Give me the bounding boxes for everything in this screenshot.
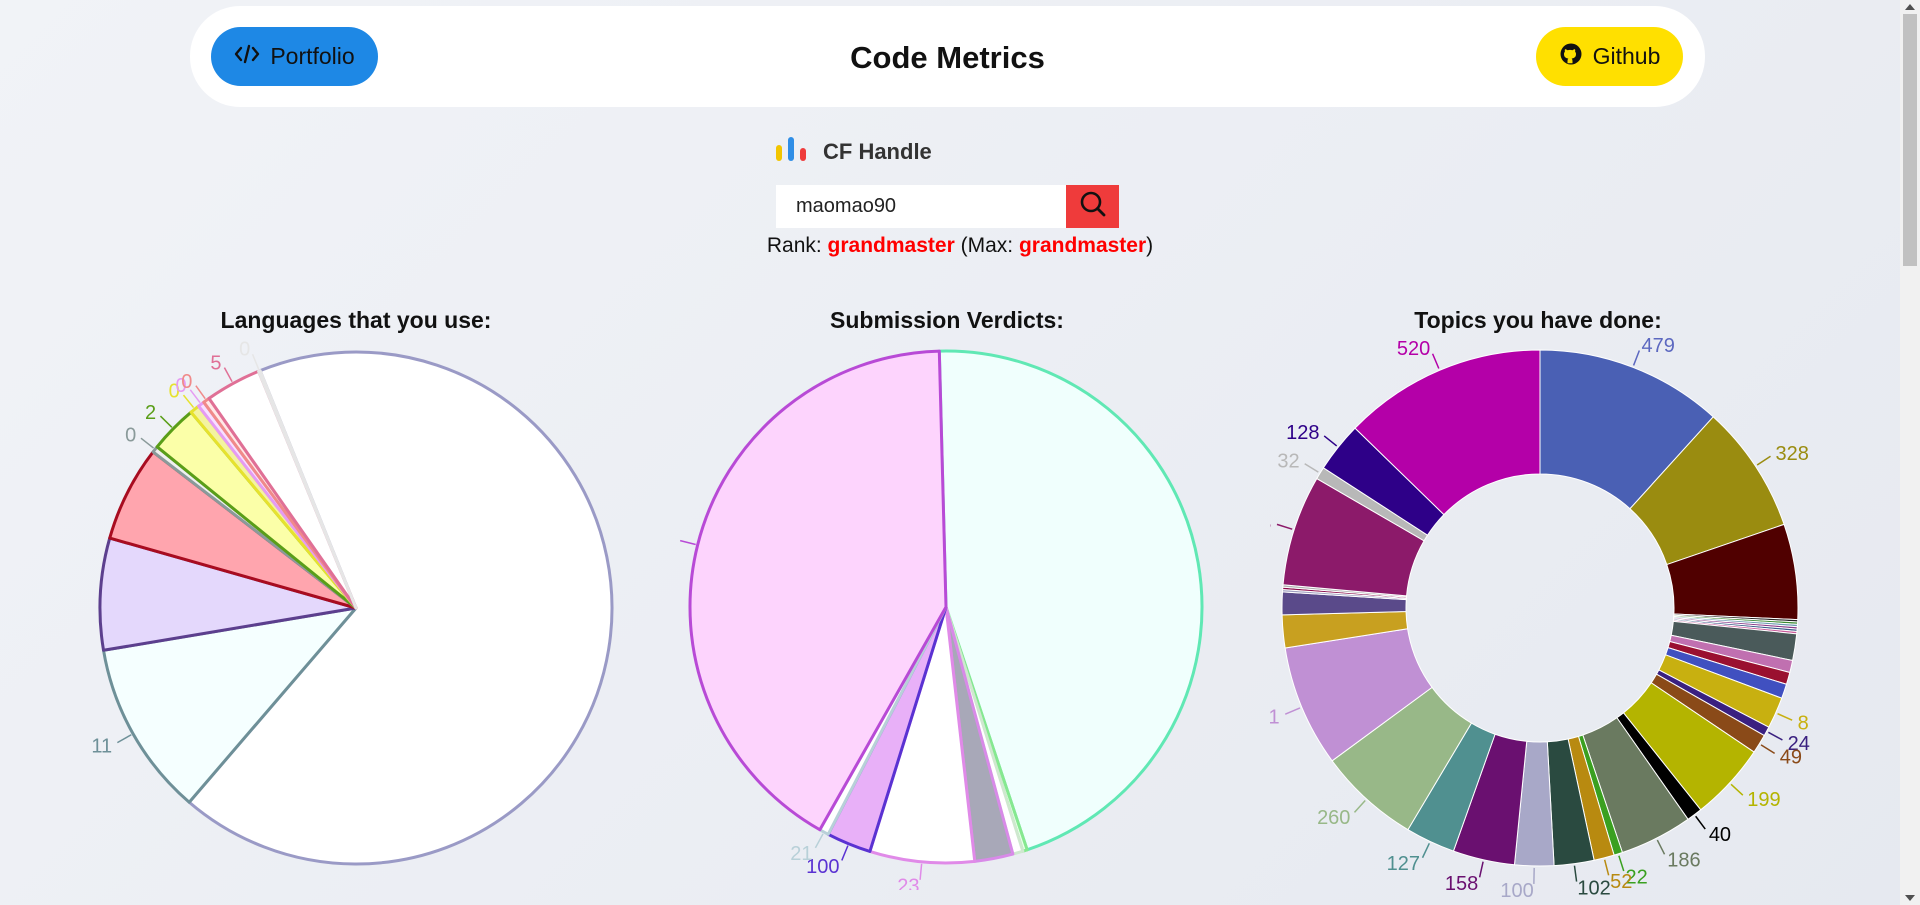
lang-leader-8 [195, 385, 206, 400]
topic-leader-34 [1323, 435, 1338, 447]
scroll-down-icon[interactable] [1905, 895, 1915, 901]
rank-line: Rank: grandmaster (Max: grandmaster) [0, 234, 1920, 258]
topic-leader-21 [1573, 865, 1578, 882]
topic-leader-24 [1421, 842, 1431, 859]
topic-label-1: 328 [1776, 443, 1809, 465]
lang-slice-0[interactable] [187, 350, 614, 866]
topic-label-18: 186 [1667, 850, 1700, 872]
topic-label-0: 479 [1642, 335, 1675, 357]
lang-leader-7 [189, 389, 201, 403]
topic-label-19: 22 [1626, 867, 1648, 889]
topics-chart-title: Topics you have done: [1414, 307, 1662, 333]
rank-suffix: ) [1146, 234, 1154, 257]
portfolio-label: Portfolio [270, 43, 355, 69]
topic-label-16: 199 [1747, 789, 1780, 811]
search-button[interactable] [1066, 185, 1119, 228]
topic-leader-13 [1777, 712, 1793, 721]
lang-label-5: 2 [145, 402, 156, 424]
rank-prefix: Rank: [766, 234, 828, 257]
verdict-label-4: 23 [897, 876, 919, 890]
verdict-leader-7 [680, 539, 696, 546]
lang-label-6: 0 [169, 380, 180, 402]
topic-label-23: 158 [1445, 873, 1478, 895]
topic-label-21: 102 [1577, 878, 1610, 900]
topic-leader-15 [1760, 744, 1776, 754]
lang-leader-5 [159, 415, 173, 428]
topic-label-17: 40 [1709, 824, 1731, 846]
search-icon [1078, 189, 1108, 224]
github-icon [1559, 42, 1583, 72]
topic-label-20: 52 [1610, 871, 1632, 893]
topic-label-32: 3 [1270, 513, 1271, 535]
lang-slice-2[interactable] [98, 536, 358, 652]
bar-chart-icon [775, 136, 809, 167]
scroll-thumb[interactable] [1903, 14, 1917, 266]
github-label: Github [1592, 43, 1661, 69]
rank-max: grandmaster [1018, 234, 1147, 257]
topic-label-35: 520 [1397, 338, 1430, 360]
topic-leader-18 [1656, 839, 1666, 855]
handle-label: CF Handle [823, 138, 932, 164]
topic-leader-26 [1284, 707, 1301, 715]
topic-leader-16 [1730, 783, 1744, 796]
navbar: Portfolio Code Metrics Github [190, 6, 1705, 107]
topic-slice-35[interactable] [1354, 349, 1541, 516]
topic-label-14: 24 [1788, 733, 1810, 755]
topic-leader-32 [1276, 523, 1293, 530]
topics-donut-chart: 4793288244919940186225210210015812726031… [1270, 335, 1810, 902]
lang-label-1: 11 [91, 736, 112, 758]
lang-leader-4 [140, 437, 154, 449]
topic-label-15: 49 [1780, 747, 1802, 769]
topic-label-25: 260 [1317, 807, 1350, 829]
verdict-label-6: 21 [790, 843, 812, 865]
topic-leader-23 [1478, 861, 1484, 878]
rank-current: grandmaster [827, 234, 955, 257]
topic-leader-1 [1756, 455, 1771, 466]
topic-leader-19 [1618, 855, 1625, 872]
verdict-leader-6 [814, 833, 824, 849]
scrollbar[interactable] [1900, 0, 1920, 905]
verdicts-pie-chart: 23100211474 [680, 349, 1204, 890]
lang-label-7: 0 [176, 375, 187, 397]
verdicts-chart-title: Submission Verdicts: [830, 307, 1064, 333]
lang-slice-1[interactable] [102, 606, 358, 804]
topic-leader-0 [1632, 350, 1641, 366]
scroll-up-icon[interactable] [1905, 4, 1915, 10]
topic-leader-35 [1431, 353, 1440, 369]
topic-label-13: 8 [1798, 713, 1809, 735]
topic-leader-33 [1304, 463, 1319, 473]
code-icon [234, 43, 260, 71]
lang-leader-9 [223, 367, 233, 383]
topic-leader-17 [1695, 815, 1706, 830]
verdict-label-5: 100 [806, 856, 839, 878]
topic-leader-25 [1353, 799, 1366, 813]
verdict-slice-7[interactable] [688, 349, 948, 832]
topic-label-26: 311 [1270, 706, 1280, 728]
page-title: Code Metrics [850, 40, 1045, 75]
rank-max-prefix: (Max: [954, 234, 1019, 257]
lang-label-8: 0 [181, 371, 192, 393]
topic-leader-14 [1768, 731, 1783, 741]
lang-leader-10 [251, 353, 260, 370]
lang-slice-10[interactable] [257, 369, 358, 610]
verdict-slice-0[interactable] [937, 349, 1204, 852]
lang-label-4: 0 [125, 424, 136, 446]
handle-input[interactable] [776, 185, 1066, 228]
handle-label-row: CF Handle [775, 136, 932, 167]
lang-label-10: 0 [239, 339, 250, 361]
lang-label-9: 5 [210, 352, 221, 374]
lang-leader-1 [116, 734, 132, 744]
topic-label-33: 32 [1277, 451, 1299, 473]
verdict-leader-4 [919, 863, 923, 880]
verdict-leader-5 [841, 845, 849, 861]
topic-leader-20 [1603, 859, 1610, 876]
lang-leader-6 [182, 394, 195, 409]
topic-label-24: 127 [1387, 853, 1420, 875]
languages-chart-title: Languages that you use: [220, 307, 492, 333]
portfolio-button[interactable]: Portfolio [211, 27, 378, 86]
github-button[interactable]: Github [1536, 27, 1683, 86]
topic-label-22: 100 [1500, 880, 1533, 902]
topic-label-34: 128 [1286, 422, 1319, 444]
